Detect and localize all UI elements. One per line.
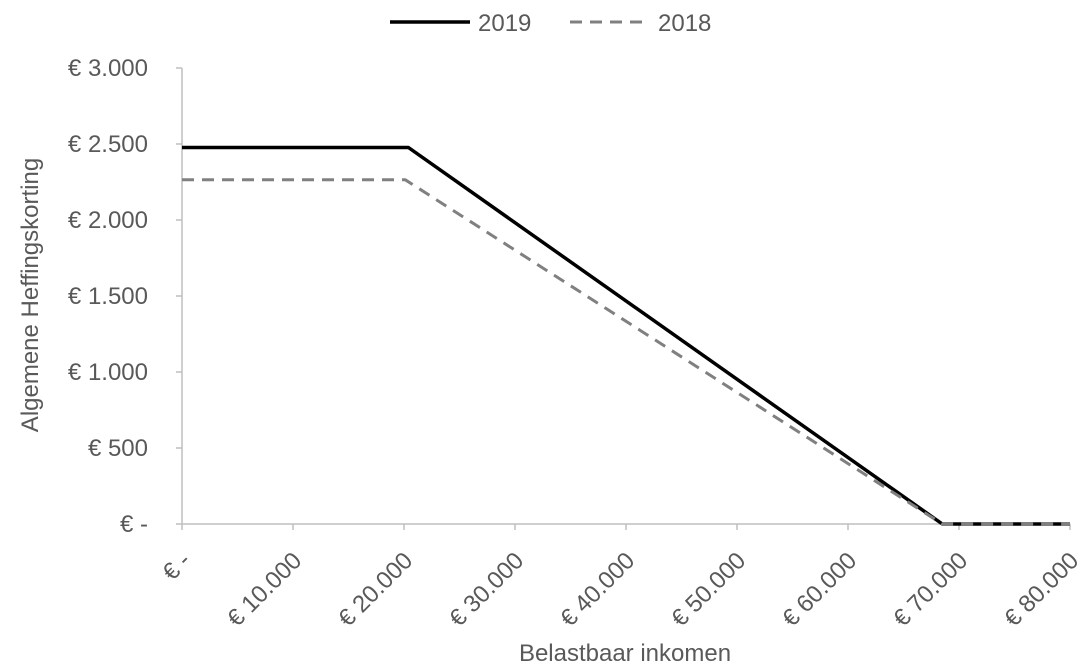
- y-tick-label: € 2.500: [68, 131, 148, 158]
- y-axis-title: Algemene Heffingskorting: [17, 158, 44, 432]
- legend-label-2019: 2019: [478, 10, 531, 37]
- series-line-2019: [182, 145, 1070, 526]
- x-tick-label: € 60.000: [777, 547, 862, 632]
- x-tick-label: € 30.000: [444, 547, 529, 632]
- x-tick-label: € -: [157, 547, 196, 586]
- y-tick-label: € 500: [88, 435, 148, 462]
- y-tick-label: € 2.000: [68, 207, 148, 234]
- legend-label-2018: 2018: [658, 10, 711, 37]
- x-tick-label: € 20.000: [333, 547, 418, 632]
- y-tick-label: € 1.000: [68, 359, 148, 386]
- x-tick-label: € 10.000: [222, 547, 307, 632]
- series-line-2018: [182, 178, 1070, 526]
- x-tick-label: € 40.000: [555, 547, 640, 632]
- y-tick-label: € 1.500: [68, 283, 148, 310]
- y-tick-label: € 3.000: [68, 55, 148, 82]
- y-axis-title-group: Algemene Heffingskorting: [17, 158, 44, 432]
- x-tick-label: € 70.000: [888, 547, 973, 632]
- x-tick-label: € 50.000: [666, 547, 751, 632]
- x-tick-label: € 80.000: [999, 547, 1077, 632]
- series-group: [182, 145, 1070, 526]
- axes: € - € 500 € 1.000 € 1.500 € 2.000 € 2.500 € 3.…: [68, 55, 1077, 632]
- y-tick-label: € -: [120, 511, 148, 538]
- x-axis-title: Belastbaar inkomen: [519, 640, 731, 667]
- legend: 2019 2018: [390, 10, 711, 37]
